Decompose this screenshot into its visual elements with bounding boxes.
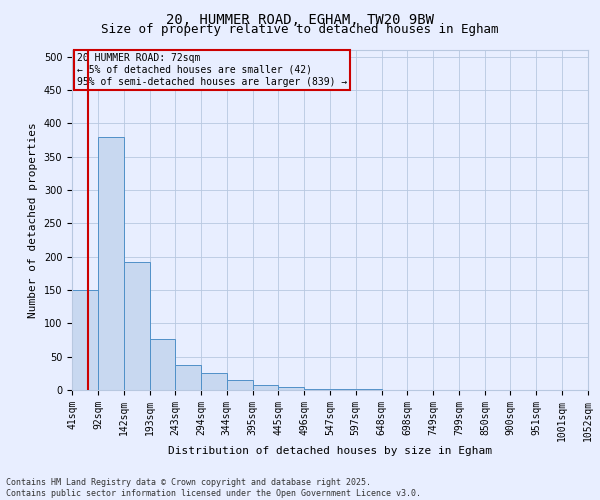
Y-axis label: Number of detached properties: Number of detached properties [28,122,38,318]
Bar [175,366,201,390]
Text: Size of property relative to detached houses in Egham: Size of property relative to detached ho… [101,22,499,36]
Text: Contains HM Land Registry data © Crown copyright and database right 2025.
Contai: Contains HM Land Registry data © Crown c… [6,478,421,498]
Bar [304,388,330,390]
Bar [124,262,149,390]
Bar [253,386,278,390]
Text: 20 HUMMER ROAD: 72sqm
← 5% of detached houses are smaller (42)
95% of semi-detac: 20 HUMMER ROAD: 72sqm ← 5% of detached h… [77,54,347,86]
X-axis label: Distribution of detached houses by size in Egham: Distribution of detached houses by size … [168,446,492,456]
Text: 20, HUMMER ROAD, EGHAM, TW20 9BW: 20, HUMMER ROAD, EGHAM, TW20 9BW [166,12,434,26]
Bar [98,136,124,390]
Bar [149,338,175,390]
Bar [201,374,227,390]
Bar [227,380,253,390]
Bar [278,386,304,390]
Bar [72,290,98,390]
